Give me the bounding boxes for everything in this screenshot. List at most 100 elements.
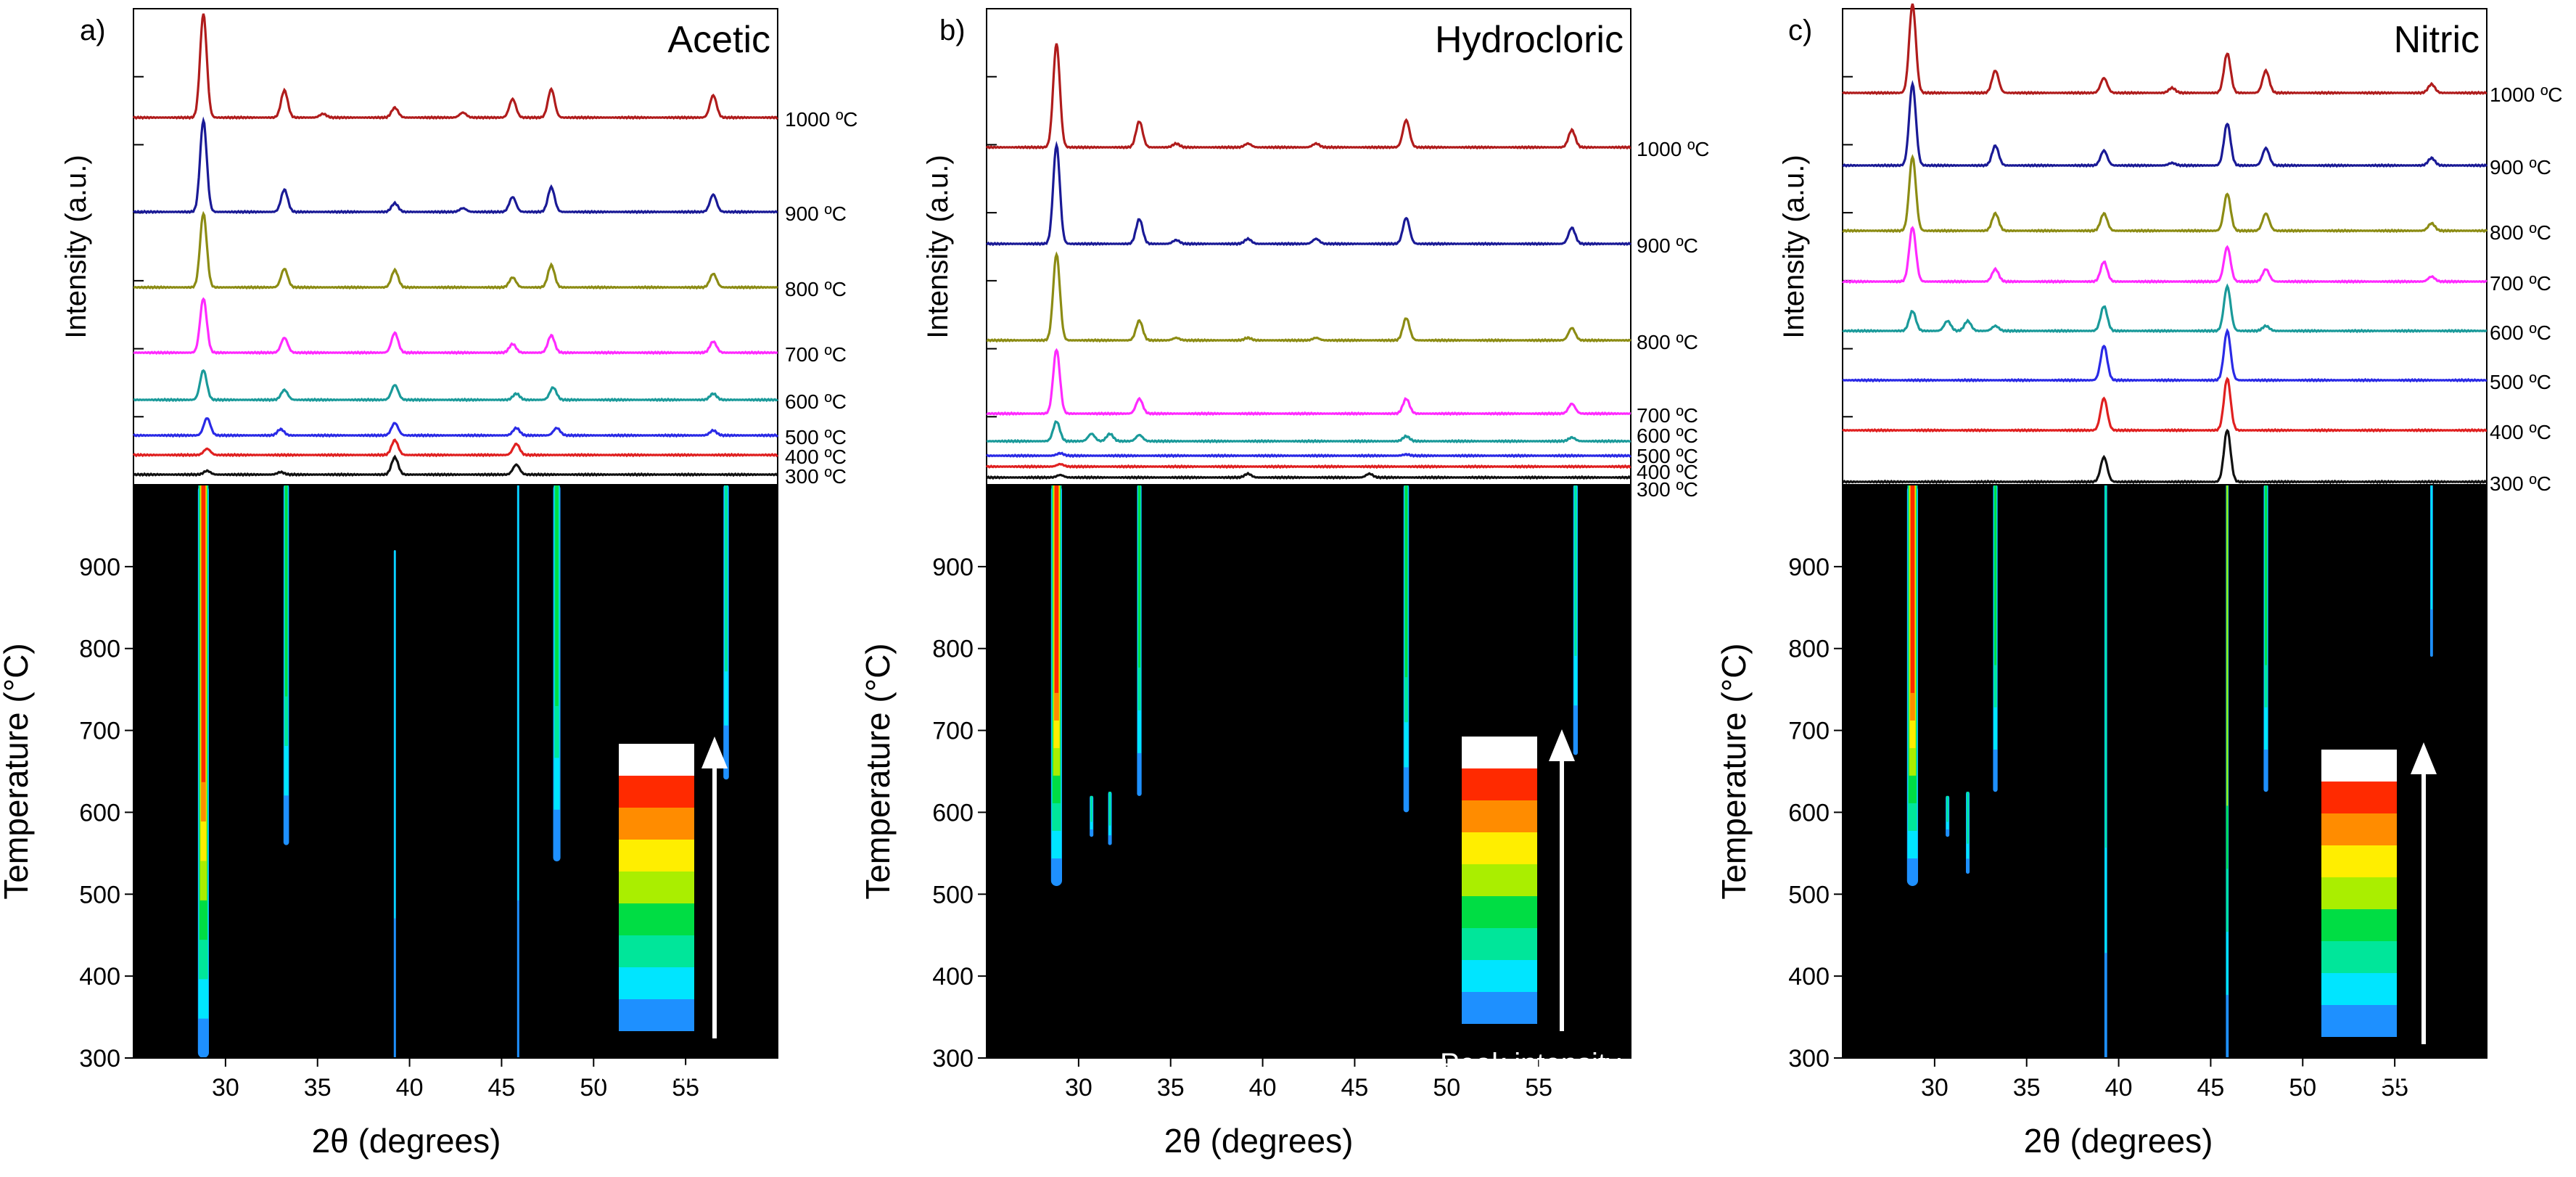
heatmap-band — [1967, 792, 1969, 844]
heatmap-peak — [1108, 792, 1112, 845]
x-tick-label: 40 — [396, 1074, 424, 1102]
y-tick-label: 400 — [1788, 963, 1830, 991]
legend-color-cell — [619, 903, 694, 935]
heatmap-peak — [2263, 485, 2268, 792]
panel-title: Hydrocloric — [1435, 19, 1624, 61]
temperature-label: 600 ºC — [2490, 321, 2551, 344]
x-tick-label: 35 — [304, 1074, 332, 1102]
legend-arrow-head-icon — [1549, 729, 1575, 761]
xrd-frame — [1842, 8, 2487, 485]
y-tick-label: 300 — [932, 1045, 974, 1073]
legend-color-cell — [2321, 813, 2397, 845]
heatmap-band — [1404, 485, 1408, 678]
y-tick-label: 300 — [1788, 1045, 1830, 1073]
xrd-trace-500C — [986, 451, 1631, 459]
temperature-label: 300 ºC — [2490, 472, 2551, 495]
xrd-trace-800C — [987, 251, 1631, 343]
peak-intensity-legend: Peak intensity — [2300, 742, 2480, 1093]
legend-color-cell — [619, 776, 694, 808]
heatmap-band — [1138, 485, 1140, 668]
xrd-trace-700C — [1842, 226, 2487, 284]
xrd-trace-400C — [985, 462, 1631, 469]
legend-color-cell — [2321, 877, 2397, 909]
heatmap-peak — [723, 485, 729, 780]
xrd-trace-500C — [133, 417, 779, 438]
legend-color-cell — [1462, 737, 1537, 768]
legend-color-cell — [1462, 800, 1537, 832]
legend-label: Peak intensity — [597, 1055, 778, 1087]
temperature-label: 600 ºC — [785, 390, 847, 413]
y-tick-label: 500 — [79, 881, 120, 909]
heatmap-band — [725, 485, 728, 672]
heatmap-band — [2430, 485, 2433, 610]
xrd-trace-600C — [133, 369, 778, 403]
x-axis-label: 2θ (degrees) — [1164, 1122, 1354, 1160]
x-tick-label: 35 — [2013, 1074, 2041, 1102]
xrd-trace-800C — [1842, 154, 2488, 234]
y-tick-label: 600 — [1788, 799, 1830, 827]
temperature-axis-label: Temperature (°C) — [0, 643, 35, 899]
temperature-label: 700 ºC — [1637, 404, 1698, 427]
panel-label: c) — [1788, 15, 1812, 46]
intensity-axis-label: Intensity (a.u.) — [60, 155, 92, 338]
x-tick-label: 30 — [1921, 1074, 1949, 1102]
legend-color-cell — [619, 840, 694, 872]
xrd-trace-400C — [132, 438, 778, 458]
heatmap-peak — [2430, 485, 2433, 657]
temperature-label: 700 ºC — [785, 343, 847, 366]
legend-arrow-head-icon — [701, 737, 728, 768]
temperature-label: 1000 ºC — [2490, 83, 2563, 106]
heatmap-peak — [393, 550, 396, 1058]
heatmap-band — [1574, 485, 1577, 656]
heatmap-band — [284, 485, 288, 697]
heatmap-band — [1054, 485, 1058, 693]
heatmap-frame — [1842, 484, 2487, 1059]
temperature-label: 400 ºC — [1637, 461, 1698, 483]
temperature-label: 1000 ºC — [1637, 138, 1710, 160]
legend-color-cell — [1462, 960, 1537, 992]
temperature-label: 1000 ºC — [785, 108, 858, 131]
legend-color-cell — [1462, 768, 1537, 800]
heatmap-band — [2265, 485, 2267, 665]
heatmap-peak — [1906, 485, 1918, 886]
heatmap-peak — [2226, 485, 2229, 1058]
legend-color-cell — [619, 872, 694, 903]
y-tick-label: 800 — [1788, 636, 1830, 663]
y-tick-label: 400 — [79, 963, 120, 991]
x-tick-label: 40 — [1249, 1074, 1277, 1102]
temperature-axis-label: Temperature (°C) — [1715, 643, 1753, 899]
legend-label: Peak intensity — [1440, 1048, 1621, 1080]
x-tick-label: 30 — [212, 1074, 239, 1102]
y-tick-label: 900 — [1788, 554, 1830, 581]
xrd-trace-900C — [1842, 80, 2488, 168]
xrd-trace-900C — [986, 141, 1631, 247]
heatmap-band — [1994, 485, 1996, 665]
xrd-trace-300C — [1842, 428, 2487, 485]
y-tick-label: 900 — [932, 554, 974, 581]
y-tick-label: 600 — [79, 799, 120, 827]
heatmap-peak — [283, 485, 289, 845]
legend-color-cell — [2321, 941, 2397, 973]
temperature-label: 800 ºC — [785, 278, 847, 300]
heatmap-band — [1946, 795, 1949, 822]
xrd-frame — [133, 8, 778, 485]
x-tick-label: 45 — [488, 1074, 516, 1102]
y-tick-label: 500 — [1788, 881, 1830, 909]
y-tick-label: 700 — [79, 718, 120, 745]
x-tick-label: 30 — [1065, 1074, 1092, 1102]
y-tick-label: 500 — [932, 881, 974, 909]
xrd-trace-600C — [986, 420, 1631, 444]
temperature-label: 800 ºC — [2490, 221, 2551, 244]
temperature-label: 500 ºC — [785, 426, 847, 448]
legend-color-cell — [619, 744, 694, 776]
heatmap-band — [1108, 792, 1111, 826]
heatmap-band — [1090, 795, 1092, 822]
xrd-trace-800C — [133, 210, 778, 290]
heatmap-band — [201, 485, 205, 782]
heatmap-peak — [553, 485, 561, 862]
heatmap-peak — [1573, 485, 1578, 755]
xrd-trace-1000C — [985, 43, 1631, 150]
heatmap-frame — [986, 484, 1631, 1059]
